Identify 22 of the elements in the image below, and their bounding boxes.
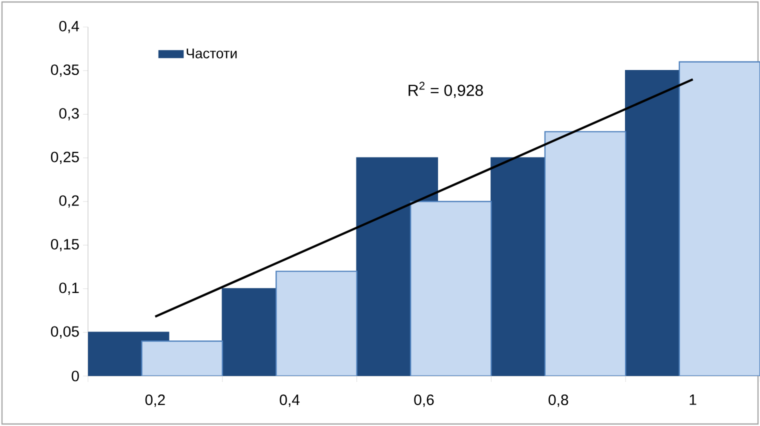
annotation: R$^{2}$ = 0,928 [408, 82, 483, 98]
x-tick-label: 1 [690, 394, 696, 405]
x-tick-label: 0,2 [145, 394, 165, 407]
bar [141, 340, 223, 376]
y-tick-label: 0,3 [59, 108, 79, 120]
x-tick-label: 0,8 [548, 394, 568, 407]
x-tick-label: 0,6 [414, 394, 434, 407]
bar [678, 61, 760, 376]
legend-label: Частоти [186, 48, 237, 58]
x-tick-label: 0,4 [280, 394, 300, 407]
y-tick-label: 0,25 [50, 152, 79, 164]
y-tick-label: 0,4 [59, 20, 80, 34]
y-tick-label: 0,05 [50, 326, 79, 339]
y-tick-label: 0,1 [59, 282, 79, 295]
bar [276, 270, 358, 376]
y-tick-label: 0,2 [59, 195, 79, 208]
bar [544, 131, 626, 376]
line-series [154, 78, 694, 318]
bar [410, 200, 492, 376]
y-tick-label: 0,15 [50, 238, 79, 252]
y-tick-label: 0 [72, 370, 79, 382]
y-tick-label: 0,35 [50, 64, 79, 77]
